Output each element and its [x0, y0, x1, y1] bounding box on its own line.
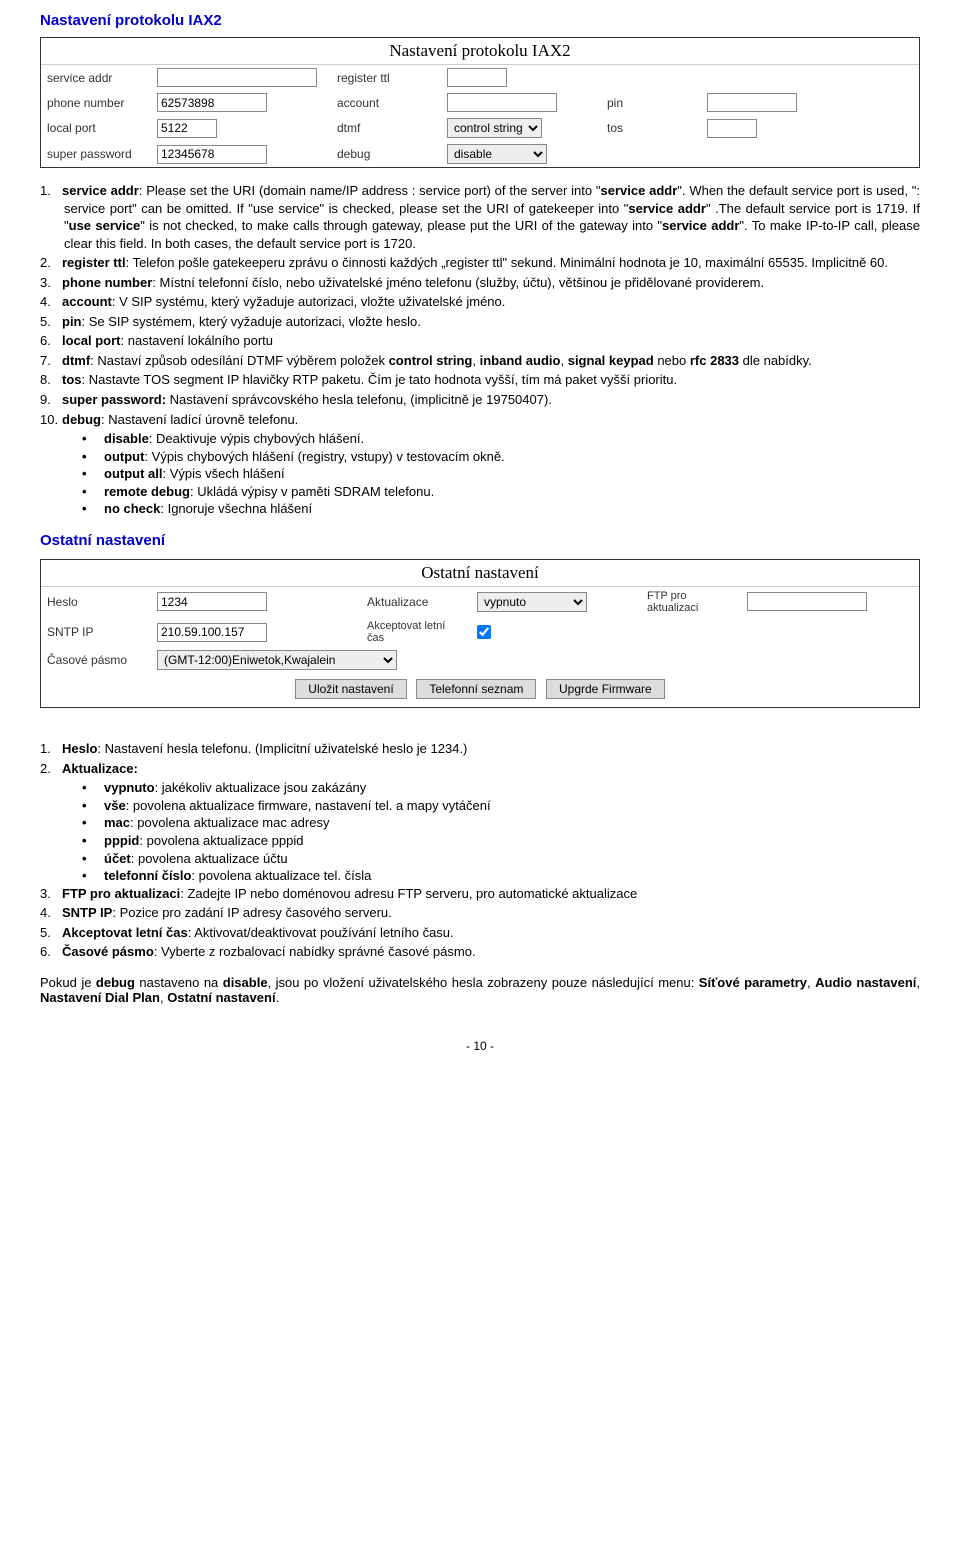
pin-cell [701, 90, 919, 115]
heslo-cell [151, 587, 361, 617]
upgrade-button[interactable]: Upgrde Firmware [546, 679, 665, 699]
letni-label: Akceptovat letní čas [361, 617, 471, 647]
list-item: vše: povolena aktualizace firmware, nast… [104, 797, 920, 815]
dtmf-select[interactable]: control string [447, 118, 542, 138]
list-item: 4.account: V SIP systému, který vyžaduje… [64, 293, 920, 311]
list-item: 6.Časové pásmo: Vyberte z rozbalovací na… [64, 943, 920, 961]
aktualizace-select[interactable]: vypnuto [477, 592, 587, 612]
list-item: 1.Heslo: Nastavení hesla telefonu. (Impl… [64, 740, 920, 758]
list-item: disable: Deaktivuje výpis chybových hláš… [104, 430, 920, 448]
list-item: 9.super password: Nastavení správcovskéh… [64, 391, 920, 409]
iax-list: 1.service addr: Please set the URI (doma… [40, 182, 920, 428]
debug-cell: disable [441, 141, 601, 167]
save-button[interactable]: Uložit nastavení [295, 679, 406, 699]
super-password-label: super password [41, 141, 151, 167]
pasmo-label: Časové pásmo [41, 647, 151, 673]
iax-config-box: Nastavení protokolu IAX2 service addr re… [40, 37, 920, 168]
list-item: účet: povolena aktualizace účtu [104, 850, 920, 868]
list-item: remote debug: Ukládá výpisy v paměti SDR… [104, 483, 920, 501]
account-input[interactable] [447, 93, 557, 112]
page-number: - 10 - [40, 1039, 920, 1053]
super-password-input[interactable] [157, 145, 267, 164]
list-item: 2.register ttl: Telefon pošle gatekeeper… [64, 254, 920, 272]
list-item: output: Výpis chybových hlášení (registr… [104, 448, 920, 466]
tos-cell [701, 115, 919, 141]
list-item: 8.tos: Nastavte TOS segment IP hlavičky … [64, 371, 920, 389]
sntp-input[interactable] [157, 623, 267, 642]
list-item: 3.FTP pro aktualizaci: Zadejte IP nebo d… [64, 885, 920, 903]
list-item: pppid: povolena aktualizace pppid [104, 832, 920, 850]
iax-debug-sublist: disable: Deaktivuje výpis chybových hláš… [40, 430, 920, 518]
list-item: 4.SNTP IP: Pozice pro zadání IP adresy č… [64, 904, 920, 922]
list-item: 10.debug: Nastavení ladící úrovně telefo… [64, 411, 920, 429]
iax-config-header: Nastavení protokolu IAX2 [41, 38, 919, 65]
ostatni-button-row: Uložit nastavení Telefonní seznam Upgrde… [41, 673, 919, 707]
list-item: 6.local port: nastavení lokálního portu [64, 332, 920, 350]
pin-label: pin [601, 90, 701, 115]
heslo-input[interactable] [157, 592, 267, 611]
dtmf-cell: control string [441, 115, 601, 141]
phone-number-label: phone number [41, 90, 151, 115]
ostatni-grid: Heslo Aktualizace vypnuto FTP pro aktual… [41, 587, 919, 673]
ostatni-section-title: Ostatní nastavení [40, 532, 920, 549]
local-port-label: local port [41, 115, 151, 141]
register-ttl-cell [441, 65, 601, 90]
debug-select[interactable]: disable [447, 144, 547, 164]
list-item: 5.pin: Se SIP systémem, který vyžaduje a… [64, 313, 920, 331]
dtmf-label: dtmf [331, 115, 441, 141]
list-item: vypnuto: jakékoliv aktualizace jsou zaká… [104, 779, 920, 797]
list-item: 7.dtmf: Nastaví způsob odesílání DTMF vý… [64, 352, 920, 370]
letni-cell [471, 617, 641, 647]
ostatni-aktualizace-sublist: vypnuto: jakékoliv aktualizace jsou zaká… [40, 779, 920, 884]
service-addr-label: service addr [41, 65, 151, 90]
pin-input[interactable] [707, 93, 797, 112]
register-ttl-input[interactable] [447, 68, 507, 87]
account-cell [441, 90, 601, 115]
heslo-label: Heslo [41, 587, 151, 617]
list-item: telefonní číslo: povolena aktualizace te… [104, 867, 920, 885]
list-item: output all: Výpis všech hlášení [104, 465, 920, 483]
footer-paragraph: Pokud je debug nastaveno na disable, jso… [40, 975, 920, 1005]
iax-grid: service addr register ttl phone number a… [41, 65, 919, 167]
list-item: 3.phone number: Místní telefonní číslo, … [64, 274, 920, 292]
ftp-input[interactable] [747, 592, 867, 611]
pasmo-select[interactable]: (GMT-12:00)Eniwetok,Kwajalein [157, 650, 397, 670]
list-item: 2.Aktualizace: [64, 760, 920, 778]
tos-label: tos [601, 115, 701, 141]
tos-input[interactable] [707, 119, 757, 138]
local-port-cell [151, 115, 331, 141]
service-addr-input[interactable] [157, 68, 317, 87]
phone-number-input[interactable] [157, 93, 267, 112]
ftp-cell [741, 587, 919, 617]
ostatni-list: 1.Heslo: Nastavení hesla telefonu. (Impl… [40, 740, 920, 777]
list-item: no check: Ignoruje všechna hlášení [104, 500, 920, 518]
ostatni-config-box: Ostatní nastavení Heslo Aktualizace vypn… [40, 559, 920, 708]
list-item: mac: povolena aktualizace mac adresy [104, 814, 920, 832]
aktualizace-label: Aktualizace [361, 587, 471, 617]
register-ttl-label: register ttl [331, 65, 441, 90]
ostatni-config-header: Ostatní nastavení [41, 560, 919, 587]
letni-checkbox[interactable] [477, 625, 491, 639]
iax-section-title: Nastavení protokolu IAX2 [40, 12, 920, 29]
list-item: 1.service addr: Please set the URI (doma… [64, 182, 920, 252]
sntp-label: SNTP IP [41, 617, 151, 647]
sntp-cell [151, 617, 361, 647]
ftp-label: FTP pro aktualizaci [641, 587, 741, 617]
phone-number-cell [151, 90, 331, 115]
service-addr-cell [151, 65, 331, 90]
list-item: 5.Akceptovat letní čas: Aktivovat/deakti… [64, 924, 920, 942]
super-password-cell [151, 141, 331, 167]
debug-label: debug [331, 141, 441, 167]
aktualizace-cell: vypnuto [471, 587, 641, 617]
ostatni-list-2: 3.FTP pro aktualizaci: Zadejte IP nebo d… [40, 885, 920, 961]
local-port-input[interactable] [157, 119, 217, 138]
account-label: account [331, 90, 441, 115]
pasmo-cell: (GMT-12:00)Eniwetok,Kwajalein [151, 647, 641, 673]
phonebook-button[interactable]: Telefonní seznam [416, 679, 536, 699]
